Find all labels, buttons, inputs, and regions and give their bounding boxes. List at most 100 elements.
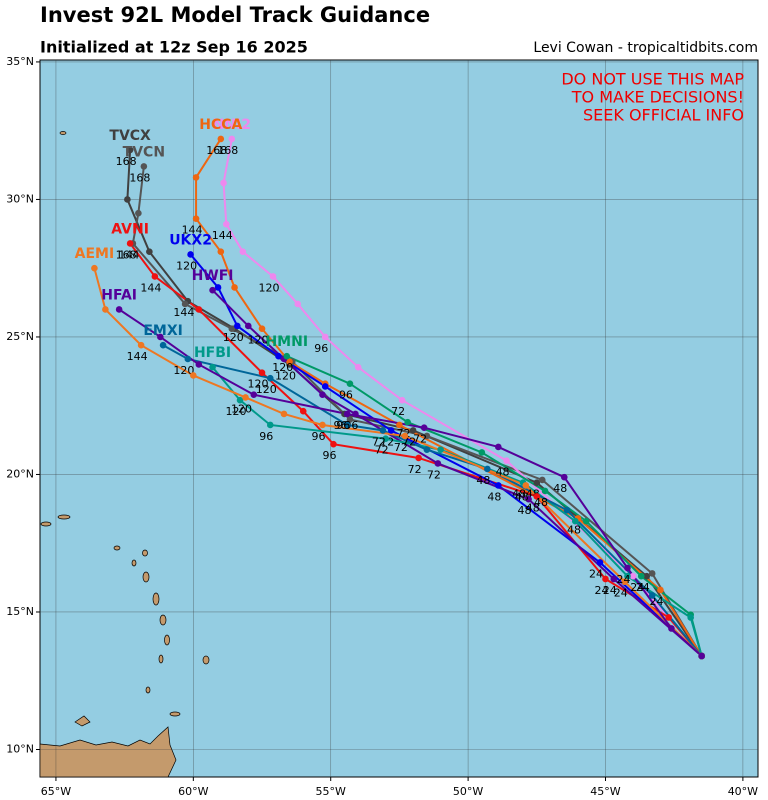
forecast-hour: 48	[476, 474, 490, 487]
track-point	[140, 163, 148, 170]
forecast-hour: 72	[375, 444, 389, 457]
track-point	[184, 355, 192, 363]
forecast-hour: 120	[173, 364, 194, 377]
track-point	[159, 341, 167, 349]
x-tick-label: 40°W	[728, 785, 758, 798]
forecast-hour: 120	[272, 361, 293, 374]
forecast-hour: 168	[116, 155, 137, 168]
track-line	[162, 344, 703, 657]
track-point	[146, 248, 153, 255]
track-line	[195, 138, 703, 657]
model-name: HMNI	[265, 334, 308, 350]
forecast-hour: 144	[127, 350, 148, 363]
forecast-hour: 120	[248, 378, 269, 391]
forecast-hour: 96	[311, 430, 325, 443]
track-point	[409, 427, 417, 434]
track-point	[214, 284, 222, 291]
forecast-hour: 24	[630, 581, 644, 594]
forecast-hour: 168	[116, 248, 137, 261]
track-point	[478, 449, 486, 456]
track-point	[102, 306, 109, 313]
track-point	[415, 454, 422, 462]
track-point	[266, 421, 274, 429]
track-point	[484, 465, 491, 473]
track-point	[354, 363, 362, 371]
forecast-hour: 168	[206, 144, 227, 157]
model-name: HWFI	[192, 268, 234, 284]
track-point	[525, 495, 532, 503]
track-point	[495, 482, 502, 489]
land	[39, 131, 210, 778]
forecast-hour: 168	[129, 171, 150, 184]
y-tick-label: 10°N	[6, 742, 34, 755]
forecast-hour: 24	[614, 587, 628, 600]
track-point	[187, 251, 194, 258]
track-point	[126, 146, 134, 154]
y-tick-label: 25°N	[6, 330, 34, 343]
ocean	[39, 59, 759, 778]
track-point	[396, 421, 403, 429]
model-name: TVCN	[123, 144, 165, 160]
track-point	[299, 407, 307, 415]
forecast-hour: 96	[314, 342, 328, 355]
model-name: TVCX	[109, 128, 151, 144]
x-tick-label: 50°W	[453, 785, 483, 798]
forecast-hour: 48	[567, 523, 581, 536]
track-point	[126, 240, 134, 247]
track-point	[228, 135, 236, 143]
track-point	[643, 572, 651, 580]
forecast-hour: 48	[553, 482, 567, 495]
track-point	[533, 479, 541, 487]
track-point	[258, 369, 266, 377]
model-name: AVNI	[111, 221, 149, 237]
subtitle: Initialized at 12z Sep 16 2025	[40, 38, 308, 57]
track-point	[269, 273, 277, 280]
track-point	[343, 410, 351, 418]
track-point	[437, 446, 444, 454]
x-tick-label: 55°W	[316, 785, 346, 798]
track-point	[294, 300, 302, 308]
grid: 65°W 60°W 55°W 50°W 45°W 40°W 10°N 15°N 20°N 25°N…	[6, 55, 758, 798]
track-point	[220, 179, 227, 187]
track-point	[242, 394, 249, 401]
forecast-hour: 48	[487, 490, 501, 503]
track-point	[624, 572, 631, 580]
track-point	[665, 614, 672, 621]
track-point	[195, 306, 203, 313]
track-point	[687, 614, 694, 621]
model-name: HFAI	[101, 287, 137, 303]
track-point	[233, 322, 241, 330]
track-point	[522, 482, 530, 489]
forecast-hour: 144	[182, 224, 203, 237]
forecast-hour: 48	[518, 504, 532, 517]
track-point	[283, 352, 291, 360]
track-point	[190, 372, 197, 379]
forecast-hour: 72	[408, 463, 422, 476]
track-point	[602, 575, 609, 583]
track-point	[648, 592, 656, 599]
track-point	[286, 358, 293, 366]
track-point	[244, 322, 252, 330]
track-point	[404, 418, 411, 426]
track-point	[157, 333, 164, 341]
model-name: AEMI	[75, 246, 115, 262]
forecast-hour: 24	[603, 584, 617, 597]
forecast-hour: 24	[636, 581, 650, 594]
track-point	[228, 325, 236, 333]
forecast-hour: 72	[391, 405, 405, 418]
x-tick-label: 60°W	[178, 785, 208, 798]
track-point	[258, 325, 266, 333]
forecast-hour: 120	[259, 281, 280, 294]
track-point	[495, 443, 502, 451]
track-point	[423, 432, 431, 440]
credit: Levi Cowan - tropicaltidbits.com	[533, 40, 758, 56]
track-point	[533, 493, 541, 500]
track-point	[330, 440, 337, 448]
forecast-hour: 120	[223, 331, 244, 344]
forecast-hour: 72	[413, 433, 427, 446]
track-point	[236, 396, 244, 404]
forecast-hour: 48	[496, 466, 510, 479]
forecast-hour: 96	[259, 430, 273, 443]
forecast-hour: 144	[140, 281, 161, 294]
